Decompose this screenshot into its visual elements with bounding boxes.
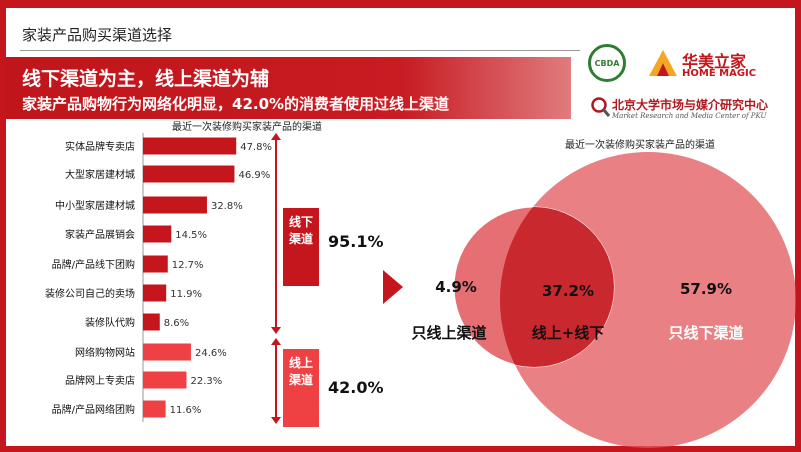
bar-value-label: 24.6% <box>195 348 227 359</box>
pku-name-cn: 北京大学市场与媒介研究中心 <box>612 98 769 112</box>
pku-name-en: Market Research and Media Center of PKU <box>612 112 767 120</box>
bar <box>143 225 172 243</box>
bar <box>143 196 207 214</box>
frame-bottom <box>0 446 801 452</box>
bar-value-label: 32.8% <box>211 201 243 212</box>
online-total: 42.0% <box>328 378 384 397</box>
bar <box>143 400 166 418</box>
venn-region-value: 57.9% <box>680 280 732 298</box>
venn-region-label: 只线上渠道 <box>411 324 486 342</box>
bar <box>143 313 160 331</box>
bar-value-label: 11.9% <box>170 289 202 300</box>
slide-title: 家装产品购买渠道选择 <box>22 26 173 44</box>
venn-region-value: 37.2% <box>542 282 594 300</box>
offline-bracket-arrowhead-up <box>271 133 281 140</box>
offline-group-label: 线下渠道 <box>288 215 313 246</box>
bar-category-label: 装修队代购 <box>85 316 135 329</box>
bar-value-label: 12.7% <box>172 260 204 271</box>
homemagic-name-cn: 华美立家 <box>682 52 747 71</box>
bar <box>143 284 167 302</box>
pointer-arrow <box>383 270 403 304</box>
homemagic-name-en: HOME MAGIC <box>682 68 757 79</box>
bar <box>143 255 168 273</box>
bar-value-label: 8.6% <box>164 318 189 329</box>
bar-category-label: 实体品牌专卖店 <box>65 140 135 153</box>
headline: 线下渠道为主，线上渠道为辅 <box>22 68 270 90</box>
subheadline: 家装产品购物行为网络化明显，42.0%的消费者使用过线上渠道 <box>22 95 450 113</box>
venn-region-label: 只线下渠道 <box>668 324 743 342</box>
title-divider <box>20 50 580 51</box>
bar-value-label: 14.5% <box>175 230 207 241</box>
bar-category-label: 网络购物网站 <box>75 346 135 359</box>
bar <box>143 343 191 361</box>
bar-category-label: 大型家居建材城 <box>65 168 135 181</box>
online-bracket-arrowhead-up <box>271 338 281 345</box>
venn-overlap-region <box>500 207 614 367</box>
venn-region-label: 线上+线下 <box>532 324 605 342</box>
bar-value-label: 46.9% <box>238 170 270 181</box>
bar-category-label: 中小型家居建材城 <box>55 199 135 212</box>
offline-bracket-arrowhead-down <box>271 327 281 334</box>
frame-top <box>0 0 801 8</box>
online-group-tag <box>283 349 319 427</box>
bar-category-label: 装修公司自己的卖场 <box>45 287 135 300</box>
pku-magnifier-icon <box>591 97 611 117</box>
cbda-logo: CBDA <box>588 44 626 82</box>
venn-title: 最近一次装修购买家装产品的渠道 <box>565 138 715 151</box>
bar-category-label: 家装产品展销会 <box>65 228 135 241</box>
online-bracket-arrowhead-down <box>271 417 281 424</box>
bar-category-label: 品牌/产品网络团购 <box>52 403 135 416</box>
bar-category-label: 品牌网上专卖店 <box>65 374 135 387</box>
headline-banner <box>6 57 571 119</box>
bar-value-label: 11.6% <box>170 405 202 416</box>
offline-group-tag <box>283 208 319 286</box>
bar <box>143 137 237 155</box>
venn-region-value: 4.9% <box>435 278 477 296</box>
frame-left <box>0 0 6 452</box>
frame-right <box>795 0 801 452</box>
bar-chart-title: 最近一次装修购买家装产品的渠道 <box>172 120 322 133</box>
offline-total: 95.1% <box>328 232 384 251</box>
cbda-logo-text: CBDA <box>594 58 620 68</box>
online-group-label: 线上渠道 <box>288 356 313 387</box>
bar <box>143 165 235 183</box>
bar-value-label: 47.8% <box>240 142 272 153</box>
bar-value-label: 22.3% <box>190 376 222 387</box>
bar <box>143 371 187 389</box>
homemagic-logo: 华美立家 HOME MAGIC <box>648 48 756 82</box>
homemagic-mark-icon <box>649 50 677 76</box>
bar-category-label: 品牌/产品线下团购 <box>52 258 135 271</box>
pku-logo: 北京大学市场与媒介研究中心 Market Research and Media … <box>590 96 768 122</box>
